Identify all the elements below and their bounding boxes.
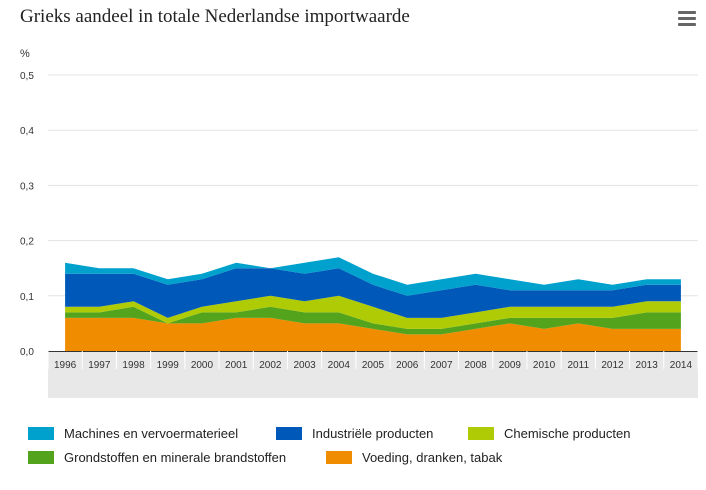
x-tick-label: 1997 <box>88 360 111 371</box>
y-tick-label: 0,2 <box>20 237 34 248</box>
x-tick-label: 2013 <box>636 360 659 371</box>
x-tick-label: 1998 <box>122 360 145 371</box>
menu-line <box>678 11 696 14</box>
x-tick-label: 1999 <box>157 360 180 371</box>
x-tick-label: 2010 <box>533 360 556 371</box>
legend-label: Voeding, dranken, tabak <box>362 450 503 465</box>
legend-label: Machines en vervoermaterieel <box>64 426 239 441</box>
legend-swatch <box>28 427 54 440</box>
x-tick-label: 2008 <box>465 360 488 371</box>
hamburger-menu-icon[interactable] <box>678 11 696 27</box>
y-axis-unit-label: % <box>20 48 30 60</box>
area-industri-le-producten <box>65 268 681 318</box>
area-chemische-producten <box>65 295 681 329</box>
x-tick-label: 2011 <box>568 360 590 371</box>
menu-line <box>678 17 696 20</box>
x-tick-label: 2012 <box>601 360 624 371</box>
x-tick-label: 2001 <box>225 360 248 371</box>
x-tick-label: 2000 <box>191 360 214 371</box>
legend-item[interactable]: Chemische producten <box>468 426 630 441</box>
y-tick-label: 0,4 <box>20 126 34 137</box>
area-voeding-dranken-tabak <box>65 317 681 351</box>
legend-swatch <box>468 427 494 440</box>
x-tick-label: 2002 <box>259 360 282 371</box>
y-tick-label: 0,1 <box>20 292 34 303</box>
x-axis-band <box>48 351 698 398</box>
legend-label: Industriële producten <box>312 426 434 441</box>
x-tick-label: 2007 <box>430 360 453 371</box>
stacked-area-chart: % 0,0 0,1 0,2 0,3 0,4 0,5 1996 1997 1998 1999 2000 2… <box>20 48 699 398</box>
y-tick-label: 0,0 <box>20 347 34 358</box>
x-tick-label: 2003 <box>293 360 316 371</box>
legend-item[interactable]: Machines en vervoermaterieel <box>28 426 238 441</box>
x-tick-label: 2009 <box>499 360 522 371</box>
legend-item[interactable]: Voeding, dranken, tabak <box>326 450 502 465</box>
x-tick-label: 1996 <box>54 360 77 371</box>
legend-item[interactable]: Industriële producten <box>276 426 433 441</box>
x-tick-label: 2004 <box>328 360 351 371</box>
x-tick-label: 2006 <box>396 360 419 371</box>
menu-line <box>678 23 696 26</box>
chart-title: Grieks aandeel in totale Nederlandse imp… <box>20 6 410 27</box>
legend-label: Chemische producten <box>504 426 631 441</box>
area-machines-en-vervoermaterieel <box>65 257 681 296</box>
legend-swatch <box>276 427 302 440</box>
x-tick-label: 2005 <box>362 360 385 371</box>
legend-label: Grondstoffen en minerale brandstoffen <box>64 450 287 465</box>
area-grondstoffen-en-minerale-brandstoffen <box>65 306 681 335</box>
x-tick-label: 2014 <box>670 360 693 371</box>
legend-item[interactable]: Grondstoffen en minerale brandstoffen <box>28 450 286 465</box>
legend-swatch <box>326 451 352 464</box>
y-tick-label: 0,5 <box>20 71 34 82</box>
legend-swatch <box>28 451 54 464</box>
y-tick-label: 0,3 <box>20 181 34 192</box>
